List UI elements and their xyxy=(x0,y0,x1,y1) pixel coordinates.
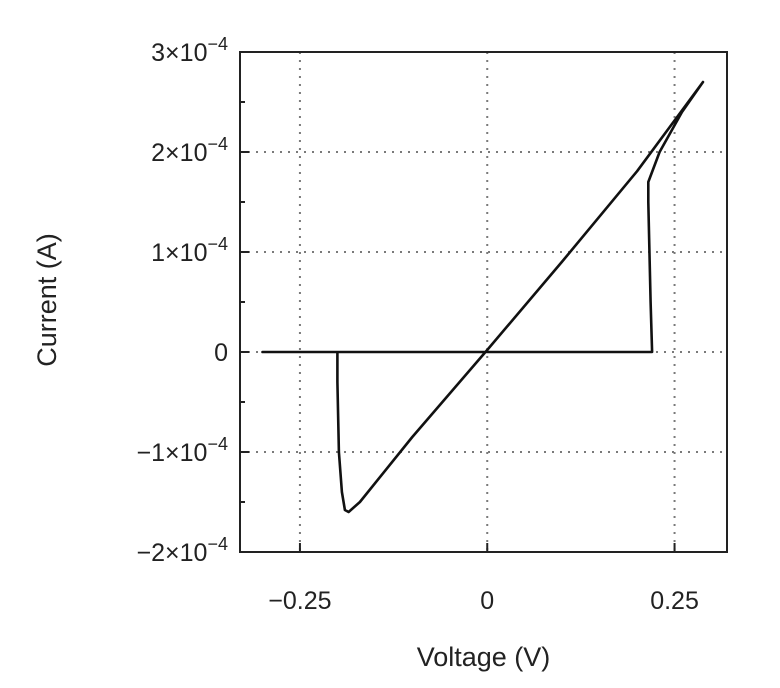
y-tick-exponent: −4 xyxy=(207,434,228,454)
y-tick-mantissa: 2×10 xyxy=(151,139,207,167)
y-tick-exponent: −4 xyxy=(207,134,228,154)
y-tick-mantissa: 1×10 xyxy=(151,239,207,267)
axis-ticks xyxy=(240,51,676,553)
y-tick-mantissa: −2×10 xyxy=(137,539,208,567)
y-tick-label: −2×10−4 xyxy=(137,534,228,567)
y-tick-label: 2×10−4 xyxy=(151,134,228,167)
tick-labels: −0.25 0 0.253×10−42×10−41×10−40−1×10−4−2×1… xyxy=(137,34,699,615)
y-tick-exponent: −4 xyxy=(207,34,228,54)
x-tick-label: 0 xyxy=(480,587,494,615)
x-axis-title: Voltage (V) xyxy=(417,642,551,672)
x-tick-label: 0.25 xyxy=(650,587,699,615)
plot-frame xyxy=(239,51,728,553)
data-series xyxy=(261,80,705,514)
iv-sweep-line xyxy=(261,80,705,514)
y-tick-mantissa: 3×10 xyxy=(151,39,207,67)
y-tick-exponent: −4 xyxy=(207,234,228,254)
y-axis-title: Current (A) xyxy=(32,233,62,367)
y-tick-label: 1×10−4 xyxy=(151,234,228,267)
y-tick-mantissa: 0 xyxy=(214,339,228,367)
y-tick-label: 0 xyxy=(214,339,228,367)
y-tick-mantissa: −1×10 xyxy=(137,439,208,467)
y-tick-exponent: −4 xyxy=(207,534,228,554)
grid-lines xyxy=(240,52,727,552)
x-tick-label: −0.25 xyxy=(268,587,331,615)
y-tick-label: −1×10−4 xyxy=(137,434,228,467)
y-tick-label: 3×10−4 xyxy=(151,34,228,67)
